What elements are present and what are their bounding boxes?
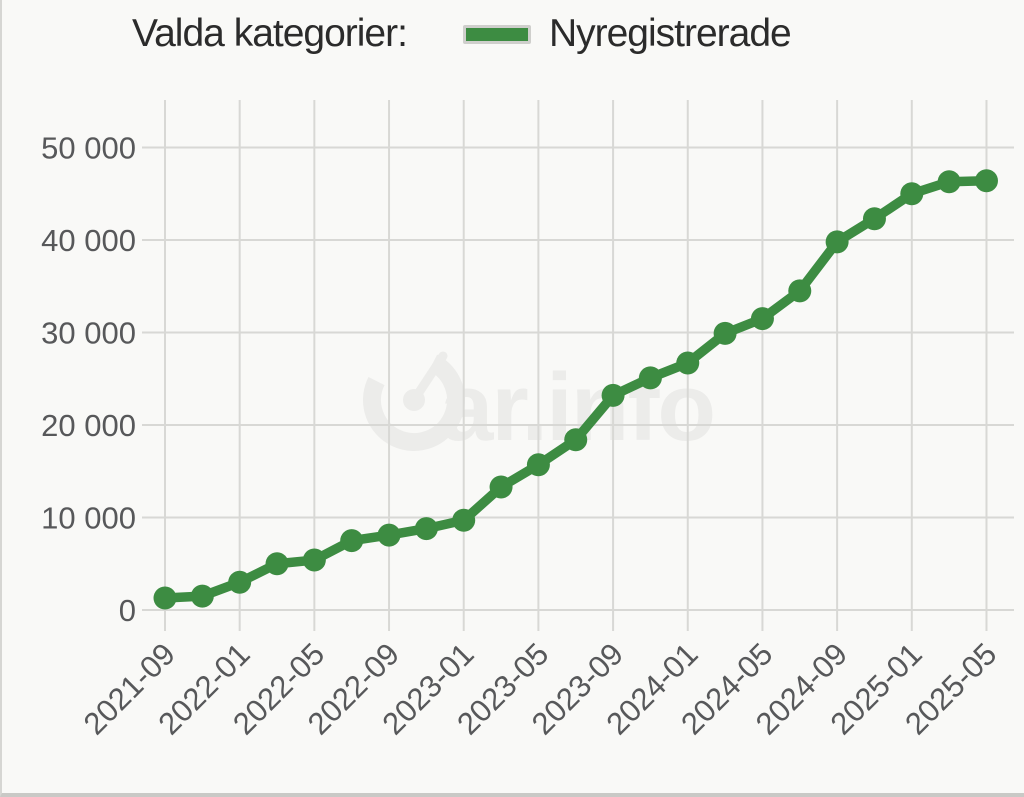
legend-item-nyregistrerade[interactable]: Nyregistrerade [462,12,792,56]
y-axis-tick-label: 10 000 [41,501,136,536]
data-point[interactable] [489,475,513,499]
data-point[interactable] [265,552,289,576]
data-point[interactable] [974,169,998,193]
data-point[interactable] [377,523,401,547]
watermark-gauge-c-icon [363,349,465,451]
watermark: ar.info [363,349,716,461]
data-point[interactable] [190,584,214,608]
legend-swatch-icon [462,24,531,44]
chart-header: Valda kategorier: Nyregistrerade [132,8,792,60]
data-point[interactable] [340,529,364,553]
data-point[interactable] [750,307,774,331]
data-point[interactable] [153,586,177,610]
y-axis-tick-label: 20 000 [41,408,136,443]
data-point[interactable] [564,428,588,452]
y-axis-tick-label: 0 [119,593,136,628]
y-axis-tick-label: 30 000 [41,316,136,351]
legend-label: Nyregistrerade [548,12,792,55]
data-point[interactable] [414,517,438,541]
data-point[interactable] [676,351,700,375]
data-point[interactable] [900,182,924,206]
data-point[interactable] [825,230,849,254]
watermark-gauge-hub-icon [403,389,425,411]
data-point[interactable] [228,570,252,594]
data-point[interactable] [788,279,812,303]
data-point[interactable] [638,366,662,390]
y-axis-tick-label: 50 000 [41,131,136,166]
data-point[interactable] [713,321,737,345]
data-point[interactable] [452,508,476,532]
data-point[interactable] [601,383,625,407]
data-point[interactable] [526,453,550,477]
chart-title: Valda kategorier: [132,12,408,55]
data-point[interactable] [937,170,961,194]
data-point[interactable] [862,207,886,231]
data-point[interactable] [302,548,326,572]
y-axis-tick-label: 40 000 [41,223,136,258]
